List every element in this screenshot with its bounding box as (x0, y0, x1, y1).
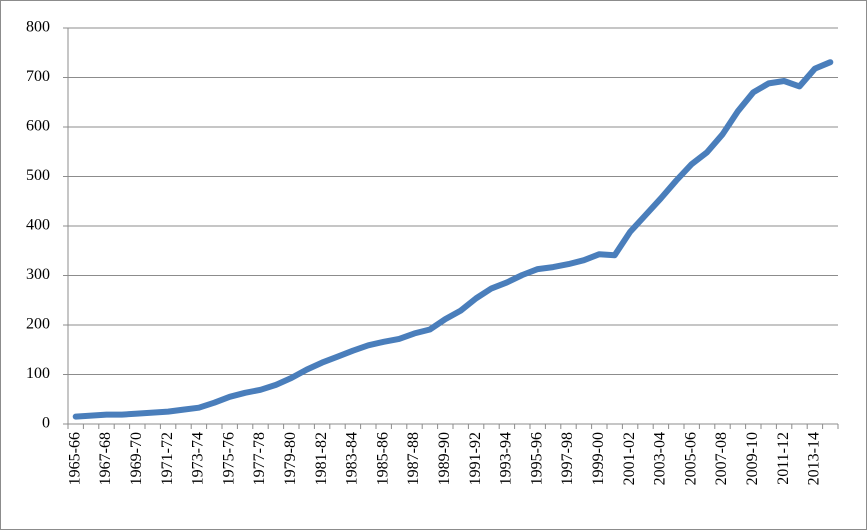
x-tick-label: 1965-66 (66, 432, 83, 485)
x-tick-label: 1981-82 (313, 432, 330, 485)
y-tick-label: 100 (26, 365, 50, 382)
x-tick-label: 2007-08 (713, 432, 730, 485)
x-tick-label: 1977-78 (251, 432, 268, 485)
x-tick-label: 2011-12 (775, 432, 792, 485)
y-tick-label: 0 (42, 415, 50, 432)
x-tick-label: 1975-76 (220, 432, 237, 485)
x-tick-label: 1971-72 (159, 432, 176, 485)
x-tick-label: 1967-68 (97, 432, 114, 485)
data-line (72, 59, 834, 420)
x-tick-label: 2005-06 (682, 432, 699, 485)
x-tick-label: 1991-92 (467, 432, 484, 485)
x-tick-label: 1989-90 (436, 432, 453, 485)
x-tick-label: 2009-10 (744, 432, 761, 485)
y-tick-label: 400 (26, 217, 50, 234)
x-tick-label: 1983-84 (344, 432, 361, 485)
x-tick-label: 1995-96 (528, 432, 545, 485)
y-tick-label: 200 (26, 316, 50, 333)
x-tick-label: 1985-86 (374, 432, 391, 485)
x-tick-label: 2001-02 (621, 432, 638, 485)
x-tick-label: 1973-74 (190, 432, 207, 485)
y-tick-label: 600 (26, 118, 50, 135)
x-tick-label: 1993-94 (498, 432, 515, 485)
x-tick-label: 1997-98 (559, 432, 576, 485)
x-tick-label: 2003-04 (652, 432, 669, 485)
x-tick-label: 1999-00 (590, 432, 607, 485)
y-tick-label: 800 (26, 19, 50, 36)
y-tick-label: 700 (26, 68, 50, 85)
x-tick-label: 1969-70 (128, 432, 145, 485)
x-tick-label: 2013-14 (806, 432, 823, 485)
x-tick-label: 1979-80 (282, 432, 299, 485)
y-tick-label: 500 (26, 167, 50, 184)
x-tick-label: 1987-88 (405, 432, 422, 485)
y-tick-label: 300 (26, 266, 50, 283)
